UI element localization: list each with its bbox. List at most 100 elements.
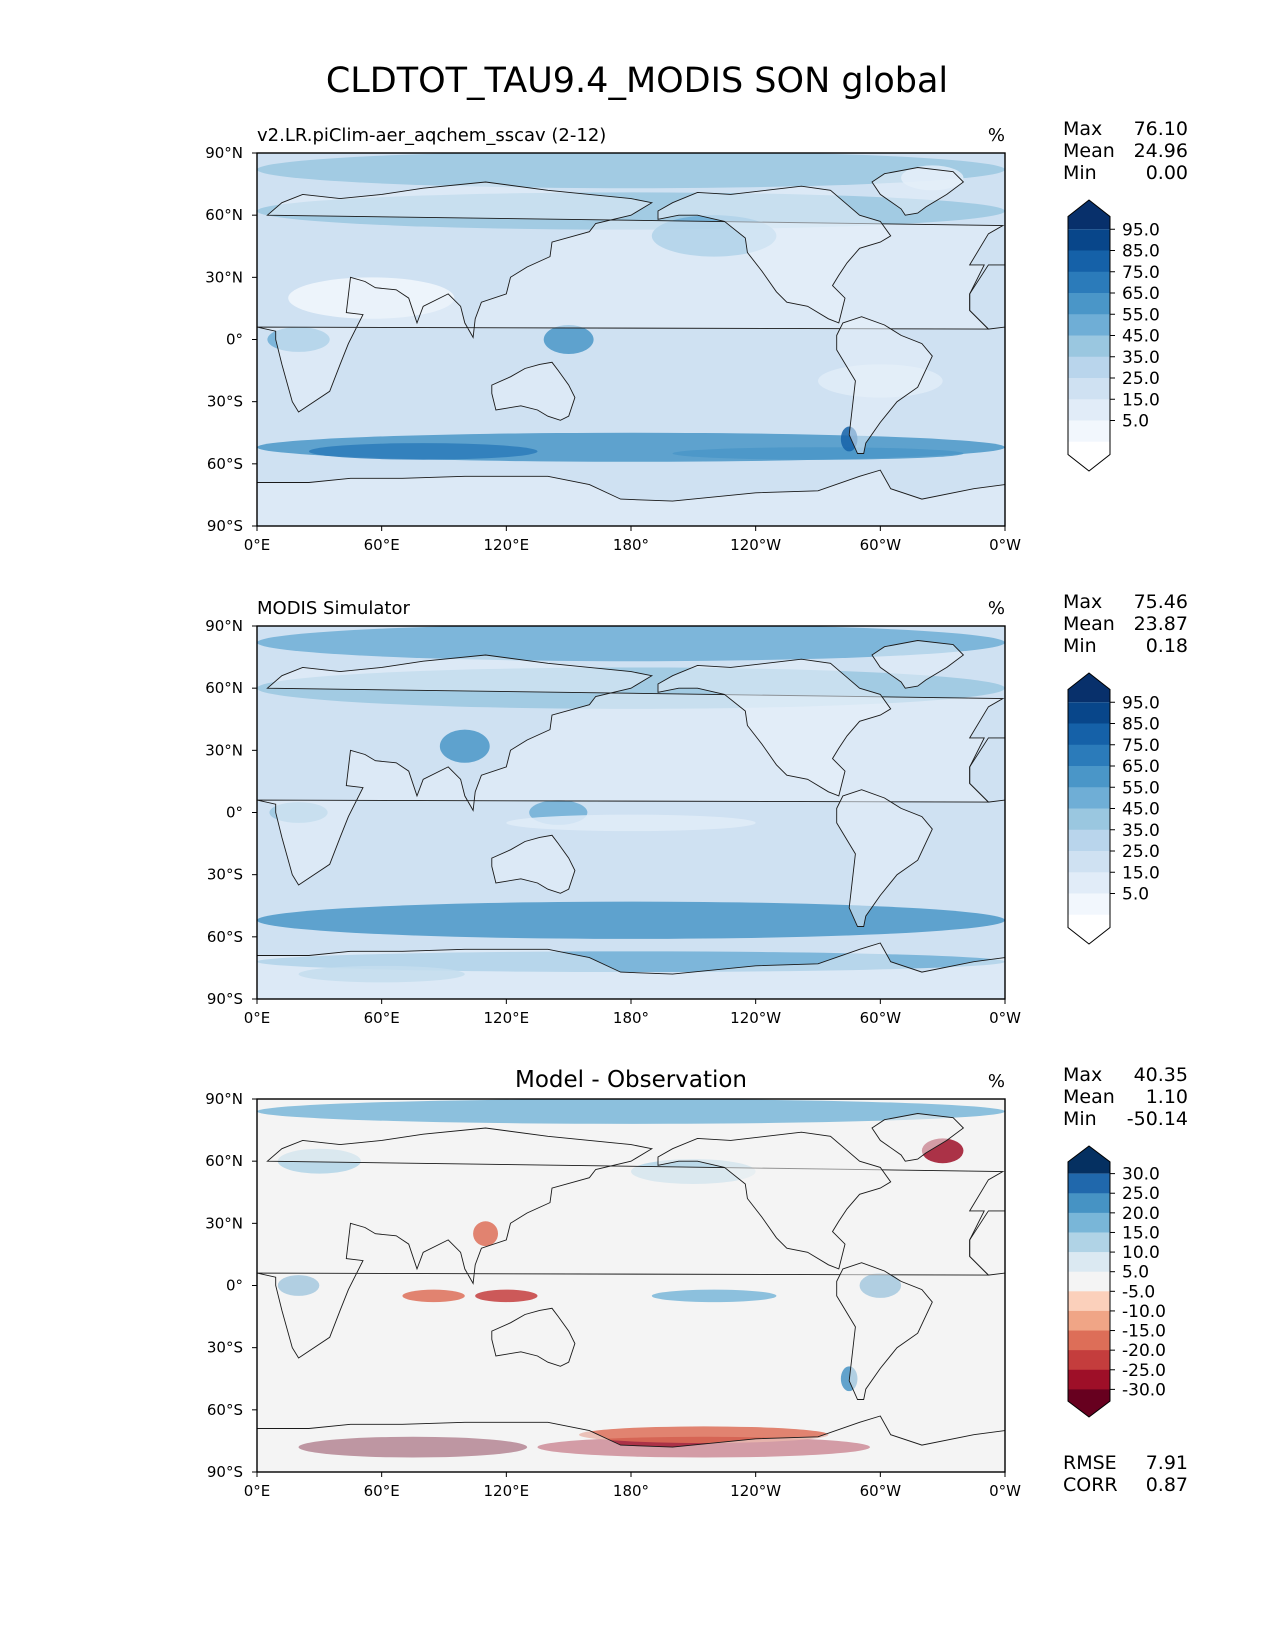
colorbar-label: 15.0: [1122, 390, 1160, 410]
panel-title: v2.LR.piClim-aer_aqchem_sscav (2-12): [257, 125, 606, 146]
colorbar-label: 85.0: [1122, 242, 1160, 262]
colorbar-label: -10.0: [1122, 1302, 1166, 1322]
x-tick-label: 120°E: [484, 1482, 530, 1500]
panel-units: %: [988, 1071, 1005, 1092]
colorbar-label: 25.0: [1122, 369, 1160, 389]
stat-value: 23.87: [1134, 613, 1188, 635]
x-tick-label: 120°E: [484, 536, 530, 554]
panel-title: Model - Observation: [515, 1067, 747, 1093]
y-tick-label: 90°N: [205, 144, 243, 162]
x-tick-label: 120°E: [484, 1009, 530, 1027]
colorbar-label: 45.0: [1122, 327, 1160, 347]
colorbar-segment: [1068, 293, 1110, 315]
x-tick-label: 180°: [613, 1482, 649, 1500]
y-tick-label: 0°: [226, 804, 243, 822]
coastline: [836, 789, 933, 927]
colorbar-label: 25.0: [1122, 1184, 1160, 1204]
field-contour: [672, 447, 964, 460]
colorbar-segment: [1068, 893, 1110, 916]
field-contour: [402, 1289, 465, 1303]
map-area: [257, 1099, 1005, 1472]
coastline: [871, 167, 965, 216]
x-tick-label: 120°W: [730, 536, 781, 554]
colorbar-segment: [1068, 399, 1110, 421]
x-tick-label: 0°W: [989, 1482, 1021, 1500]
x-tick-label: 0°E: [244, 536, 271, 554]
stat-value: 7.91: [1146, 1452, 1188, 1474]
colorbar-segment: [1068, 1212, 1110, 1233]
y-tick-label: 60°N: [205, 679, 243, 697]
colorbar-segment: [1068, 1271, 1110, 1292]
y-tick-label: 90°S: [207, 1463, 243, 1481]
colorbar-label: 10.0: [1122, 1243, 1160, 1263]
field-contour: [257, 626, 1005, 662]
coastline: [871, 1113, 965, 1162]
stat-label: RMSE: [1063, 1452, 1117, 1474]
field-contour: [506, 814, 756, 832]
colorbar-segment: [1068, 1193, 1110, 1214]
colorbar-segment: [1068, 1173, 1110, 1194]
colorbar-label: 65.0: [1122, 284, 1160, 304]
stat-value: 40.35: [1134, 1064, 1188, 1086]
stat-value: 75.46: [1134, 591, 1188, 613]
y-tick-label: 0°: [226, 331, 243, 349]
colorbar-label: 95.0: [1122, 693, 1160, 713]
stat-value: 0.00: [1146, 162, 1188, 184]
colorbar-label: -30.0: [1122, 1380, 1166, 1400]
colorbar-segment: [1068, 787, 1110, 809]
colorbar-segment: [1068, 356, 1110, 379]
colorbar-segment: [1068, 1369, 1110, 1390]
colorbar-label: 45.0: [1122, 800, 1160, 820]
x-tick-label: 180°: [613, 536, 649, 554]
colorbar-segment: [1068, 808, 1110, 831]
field-contour: [439, 729, 490, 763]
x-tick-label: 60°E: [364, 536, 400, 554]
colorbar-segment: [1068, 851, 1110, 873]
colorbar-label: 5.0: [1122, 885, 1149, 905]
colorbar-label: -25.0: [1122, 1361, 1166, 1381]
field-contour: [257, 1099, 1005, 1124]
y-tick-label: 30°N: [205, 741, 243, 759]
colorbar-segment: [1068, 314, 1110, 336]
field-contour: [257, 901, 1005, 939]
y-tick-label: 60°S: [207, 928, 243, 946]
x-tick-label: 60°W: [860, 1482, 902, 1500]
x-tick-label: 0°E: [244, 1482, 271, 1500]
colorbar-label: -15.0: [1122, 1322, 1166, 1342]
coastline: [657, 658, 892, 797]
coastline: [657, 1131, 892, 1270]
colorbar-segment: [1068, 378, 1110, 400]
stat-label: Max: [1063, 118, 1102, 140]
colorbar-segment: [1068, 872, 1110, 894]
colorbar: 95.085.075.065.055.045.035.025.015.05.0: [1067, 199, 1160, 472]
colorbar-extend-bottom: [1068, 441, 1110, 471]
x-tick-label: 0°W: [989, 1009, 1021, 1027]
stat-label: Min: [1063, 1108, 1097, 1130]
colorbar-outline: [1067, 672, 1111, 945]
coastline: [969, 264, 1005, 330]
colorbar-label: -20.0: [1122, 1341, 1166, 1361]
stat-value: 76.10: [1134, 118, 1188, 140]
stat-label: Min: [1063, 635, 1097, 657]
panel-3: Model - Observation % 90°N 60°N 30°N 0° 30°S 60…: [205, 1064, 1188, 1500]
y-tick-label: 30°S: [207, 866, 243, 884]
field-contour: [473, 1221, 499, 1247]
coastline: [836, 1262, 933, 1400]
y-tick-label: 60°N: [205, 1152, 243, 1170]
stat-value: 0.87: [1146, 1474, 1188, 1496]
y-tick-label: 30°N: [205, 1214, 243, 1232]
y-tick-label: 60°N: [205, 206, 243, 224]
panel-units: %: [988, 598, 1005, 619]
colorbar-segment: [1068, 829, 1110, 852]
colorbar-segment: [1068, 250, 1110, 273]
stat-label: Max: [1063, 1064, 1102, 1086]
colorbar-label: 85.0: [1122, 715, 1160, 735]
colorbar: 30.025.020.015.010.05.0-5.0-10.0-15.0-20…: [1067, 1145, 1166, 1418]
colorbar-label: 75.0: [1122, 736, 1160, 756]
panel-1: v2.LR.piClim-aer_aqchem_sscav (2-12) % 90°…: [205, 118, 1188, 554]
field-contour: [651, 1289, 777, 1303]
coastline: [491, 361, 576, 421]
x-tick-label: 120°W: [730, 1009, 781, 1027]
colorbar-segment: [1068, 420, 1110, 443]
y-tick-label: 0°: [226, 1277, 243, 1295]
